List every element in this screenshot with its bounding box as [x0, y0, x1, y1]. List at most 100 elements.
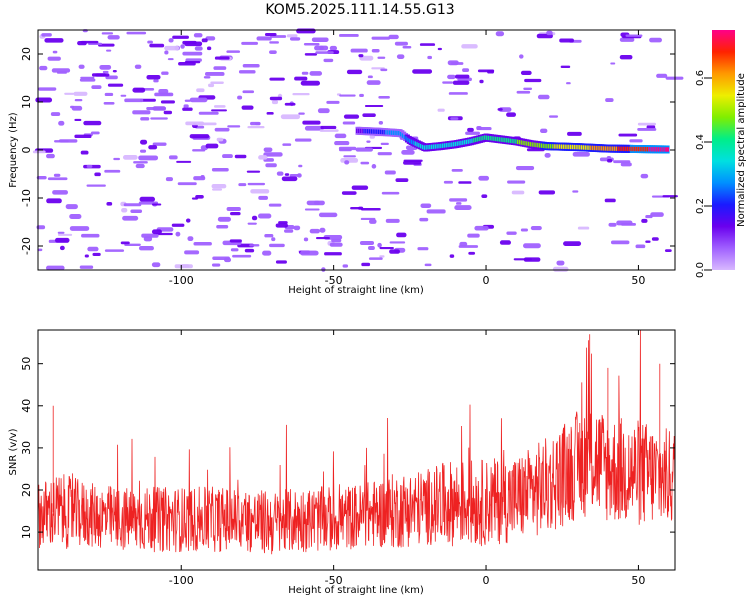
spectrogram-noise-cell — [36, 175, 47, 180]
spectrogram-noise-cell — [126, 31, 147, 35]
spectrogram-noise-cell — [379, 246, 394, 250]
spectrogram-noise-cell — [646, 125, 656, 129]
spectrogram-noise-cell — [619, 55, 633, 60]
spectrogram-noise-cell — [201, 38, 208, 43]
spectrogram-noise-cell — [367, 75, 373, 79]
spectrogram-noise-cell — [467, 233, 480, 238]
spectrogram-noise-cell — [133, 161, 148, 164]
spectrogram-noise-cell — [217, 216, 231, 222]
spectrogram-noise-cell — [371, 36, 391, 40]
spectrogram-noise-cell — [511, 190, 525, 195]
spectrogram-cells — [32, 28, 684, 272]
spectrogram-noise-cell — [465, 131, 480, 135]
spectrogram-noise-cell — [165, 177, 173, 182]
spectrogram-noise-cell — [78, 64, 85, 69]
spectrogram-noise-cell — [351, 185, 369, 190]
spectrogram-noise-cell — [122, 155, 138, 160]
spectrogram-noise-cell — [369, 135, 375, 139]
spectrogram-noise-cell — [185, 58, 202, 62]
spectrogram-noise-cell — [637, 127, 657, 131]
spectrogram-noise-cell — [251, 215, 258, 221]
spectrogram-noise-cell — [378, 95, 390, 99]
spectrogram-noise-cell — [230, 212, 241, 216]
spectrogram-noise-cell — [146, 75, 161, 80]
spectrogram-noise-cell — [530, 225, 542, 231]
spectrogram-noise-cell — [211, 188, 223, 191]
snr-y-tick-label: 20 — [20, 483, 33, 497]
spectrogram-noise-cell — [160, 100, 175, 104]
spectrogram-noise-cell — [224, 257, 232, 263]
spectrogram-noise-cell — [59, 245, 65, 251]
snr-panel: -100 -50 0 50 10 20 30 40 50 Height of straight… — [8, 329, 676, 596]
spectrogram-noise-cell — [641, 218, 648, 223]
spectrogram-noise-cell — [264, 233, 274, 238]
figure-title: KOM5.2025.111.14.55.G13 — [265, 2, 454, 18]
spectrogram-noise-cell — [74, 134, 92, 139]
spectrogram-noise-cell — [263, 147, 273, 153]
spectrogram-noise-cell — [342, 264, 349, 268]
spectrogram-noise-cell — [98, 43, 115, 47]
spectrogram-noise-cell — [384, 170, 396, 175]
spectrogram-noise-cell — [331, 238, 342, 243]
spectrogram-noise-cell — [343, 155, 356, 158]
spectrogram-noise-cell — [620, 162, 632, 167]
snr-y-tick-label: 50 — [20, 357, 33, 371]
spectrogram-noise-cell — [454, 205, 472, 211]
spectrogram-noise-cell — [189, 97, 208, 103]
spectrogram-noise-cell — [249, 244, 260, 247]
spectrogram-noise-cell — [200, 174, 205, 179]
spectrogram-noise-cell — [637, 122, 657, 126]
spectrogram-noise-cell — [548, 115, 559, 118]
spectrogram-noise-cell — [519, 54, 524, 59]
spectrogram-noise-cell — [437, 108, 445, 112]
spectrogram-x-tick-label: -50 — [325, 274, 343, 287]
spectrogram-noise-cell — [304, 208, 320, 211]
spectrogram-noise-cell — [319, 227, 326, 233]
spectrogram-noise-cell — [211, 109, 227, 112]
spectrogram-noise-cell — [191, 197, 199, 200]
spectrogram-noise-cell — [402, 46, 412, 49]
spectrogram-noise-cell — [540, 128, 548, 134]
spectrogram-x-tick-label: -100 — [169, 274, 194, 287]
spectrogram-noise-cell — [424, 263, 432, 267]
spectrogram-noise-cell — [282, 143, 292, 146]
snr-x-tick-label: 50 — [631, 574, 645, 587]
spectrogram-noise-cell — [50, 112, 61, 116]
spectrogram-noise-cell — [74, 118, 82, 122]
spectrogram-noise-cell — [379, 255, 385, 258]
spectrogram-noise-cell — [54, 237, 70, 243]
spectrogram-noise-cell — [44, 38, 64, 43]
spectrogram-noise-cell — [80, 150, 89, 155]
spectrogram-noise-cell — [87, 246, 99, 252]
spectrogram-noise-cell — [368, 257, 383, 260]
spectrogram-noise-cell — [366, 80, 381, 85]
spectrogram-noise-cell — [456, 202, 462, 205]
spectrogram-noise-cell — [46, 198, 62, 204]
spectrogram-noise-cell — [168, 38, 174, 43]
spectrogram-noise-cell — [292, 93, 310, 96]
colorbar-tick-label: 0.2 — [695, 198, 706, 214]
spectrogram-noise-cell — [377, 56, 386, 59]
spectrogram-noise-cell — [524, 78, 542, 83]
spectrogram-noise-cell — [86, 164, 93, 168]
spectrogram-noise-cell — [238, 183, 247, 187]
spectrogram-noise-cell — [140, 139, 148, 145]
spectrogram-noise-cell — [296, 28, 316, 34]
spectrogram-noise-cell — [124, 98, 144, 103]
spectrogram-noise-cell — [458, 181, 472, 184]
spectrogram-noise-cell — [420, 203, 432, 208]
spectrogram-noise-cell — [301, 71, 309, 75]
spectrogram-noise-cell — [377, 242, 382, 248]
spectrogram-noise-cell — [457, 77, 472, 82]
snr-x-tick-label: -100 — [169, 574, 194, 587]
spectrogram-noise-cell — [112, 69, 117, 73]
spectrogram-noise-cell — [516, 90, 531, 94]
spectrogram-noise-cell — [389, 241, 406, 244]
spectrogram-noise-cell — [57, 233, 73, 236]
spectrogram-noise-cell — [419, 217, 429, 222]
spectrogram-noise-cell — [538, 190, 556, 195]
spectrogram-noise-cell — [184, 99, 191, 102]
spectrogram-noise-cell — [401, 150, 415, 155]
spectrogram-noise-cell — [41, 33, 52, 37]
